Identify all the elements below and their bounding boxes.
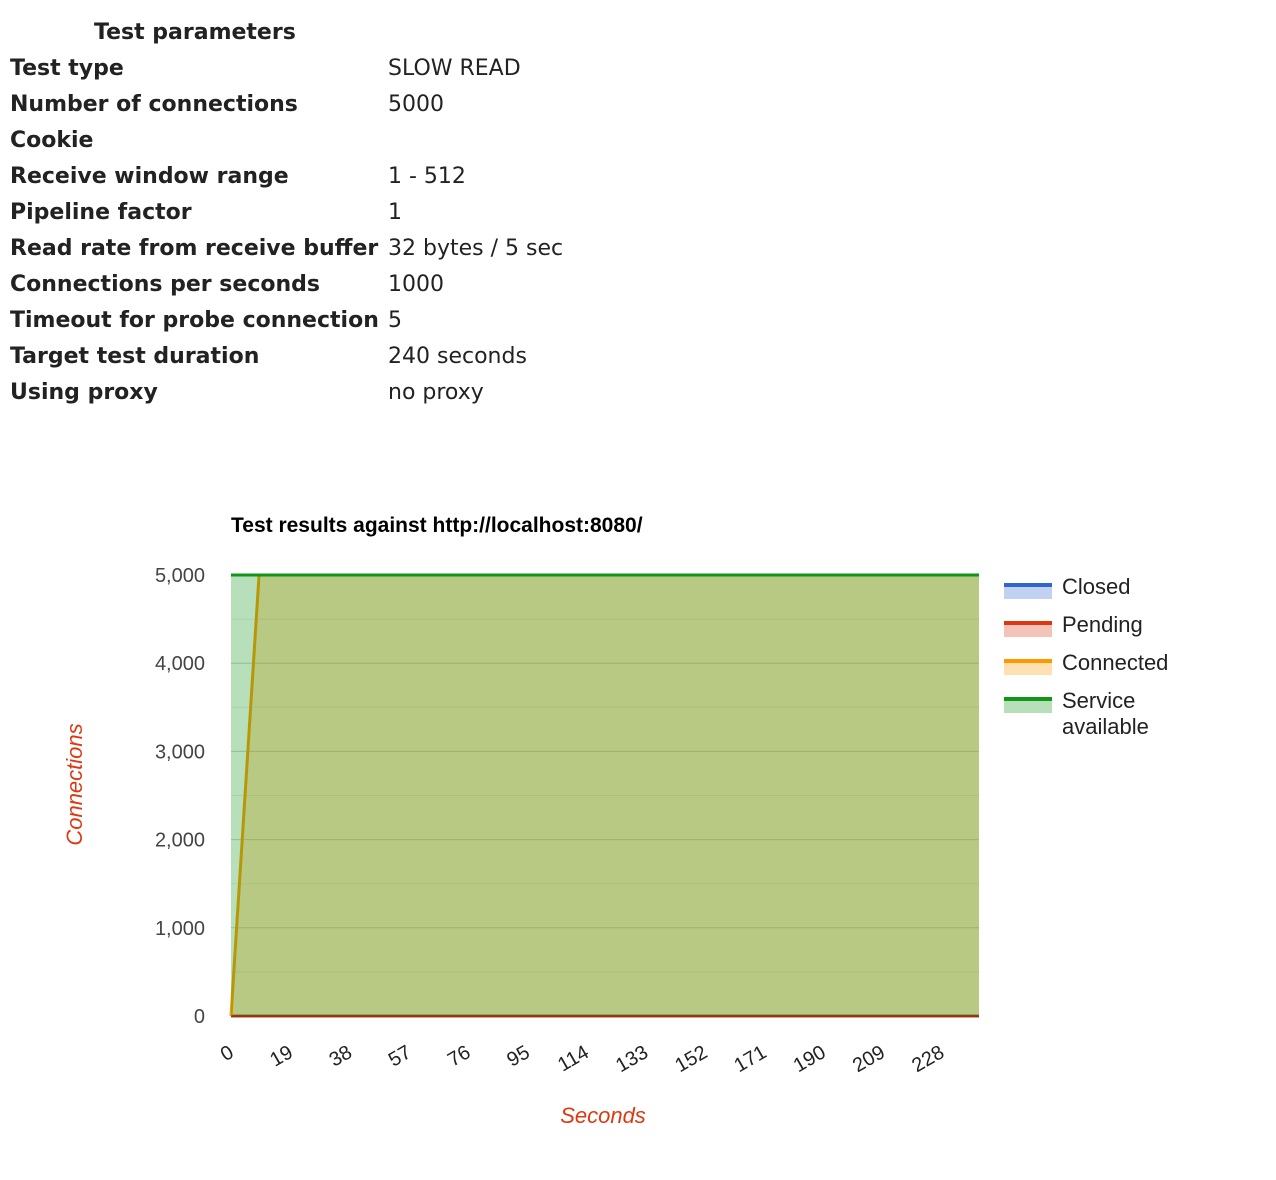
param-key: Timeout for probe connection [10,308,379,333]
x-tick-label: 19 [266,1041,296,1071]
param-row: Receive window range 1 - 512 [10,159,563,195]
params-title: Test parameters [94,20,296,45]
param-value: 5 [388,308,402,333]
param-key: Cookie [10,128,94,153]
x-tick-label: 76 [444,1041,474,1071]
legend-item-connected: Connected [1004,650,1168,675]
y-tick-label: 4,000 [155,653,205,675]
x-tick-label: 114 [554,1041,593,1076]
param-key: Target test duration [10,344,260,369]
y-tick-label: 2,000 [155,830,205,852]
param-value: 1 - 512 [388,164,466,189]
legend-swatch-line [1004,697,1052,701]
param-row: Using proxy no proxy [10,375,563,411]
legend-swatch-line [1004,583,1052,587]
legend-item-closed: Closed [1004,574,1130,599]
legend-swatch-line [1004,621,1052,625]
test-parameters-table: Test parameters Test type SLOW READ Numb… [10,15,563,411]
x-tick-label: 133 [612,1041,652,1077]
x-tick-label: 228 [908,1041,948,1077]
x-tick-label: 190 [790,1041,830,1077]
param-value: 32 bytes / 5 sec [388,236,564,261]
legend-swatch-line [1004,659,1052,663]
param-key: Read rate from receive buffer [10,236,379,261]
y-tick-label: 3,000 [155,741,205,763]
param-row: Test type SLOW READ [10,51,563,87]
x-tick-label: 0 [217,1041,238,1066]
param-row: Cookie [10,123,563,159]
x-tick-labels: 0 19 38 57 76 95 114 133 152 171 190 209 228 [217,1041,948,1077]
legend-label: Connected [1062,650,1168,675]
param-value: 1 [388,200,402,225]
x-tick-label: 209 [849,1041,889,1077]
param-row: Read rate from receive buffer 32 bytes /… [10,231,563,267]
y-axis-label: Connections [62,723,87,845]
legend-swatch-fill [1004,699,1052,713]
param-value: 1000 [388,272,444,297]
param-key: Using proxy [10,380,158,405]
param-row: Number of connections 5000 [10,87,563,123]
test-results-chart: Test results against http://localhost:80… [62,514,1168,1128]
param-value: 240 seconds [388,344,527,369]
param-key: Test type [10,56,124,81]
legend-label: Closed [1062,574,1130,599]
y-tick-label: 1,000 [155,918,205,940]
param-row: Connections per seconds 1000 [10,267,563,303]
param-key: Pipeline factor [10,200,192,225]
x-tick-label: 152 [671,1041,711,1077]
legend-swatch-fill [1004,623,1052,637]
legend-swatch-fill [1004,585,1052,599]
param-value: SLOW READ [388,56,521,81]
y-tick-label: 0 [194,1006,205,1028]
series-area-connected [231,575,979,1016]
series-group [229,573,979,1018]
param-key: Receive window range [10,164,289,189]
y-tick-labels: 0 1,000 2,000 3,000 4,000 5,000 [155,565,205,1028]
series-area-service-available [231,575,979,1016]
y-tick-label: 5,000 [155,565,205,587]
param-value: 5000 [388,92,444,117]
param-key: Connections per seconds [10,272,320,297]
x-tick-label: 171 [731,1041,771,1077]
legend-label: available [1062,714,1149,739]
param-row: Timeout for probe connection 5 [10,303,563,339]
param-key: Number of connections [10,92,298,117]
legend-swatch-fill [1004,661,1052,675]
param-row: Pipeline factor 1 [10,195,563,231]
legend-label: Pending [1062,612,1143,637]
x-tick-label: 95 [503,1041,533,1071]
param-value: no proxy [388,380,484,405]
x-axis-label: Seconds [560,1103,646,1128]
legend-item-pending: Pending [1004,612,1143,637]
legend-label: Service [1062,688,1135,713]
chart-title: Test results against http://localhost:80… [231,514,643,537]
x-tick-label: 57 [385,1041,415,1071]
x-tick-label: 38 [326,1041,356,1071]
param-row: Target test duration 240 seconds [10,339,563,375]
